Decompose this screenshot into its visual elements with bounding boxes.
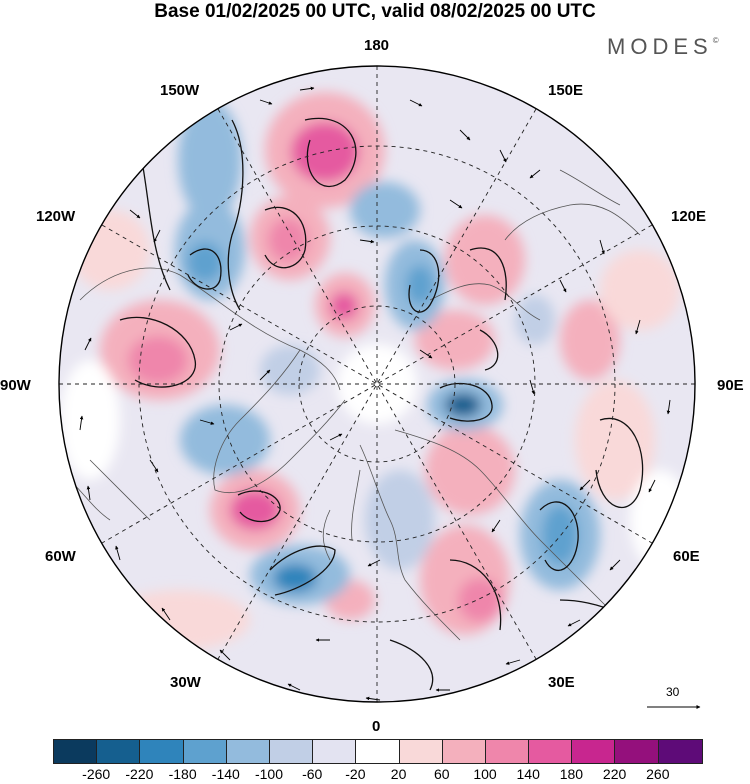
colorbar-swatch — [485, 740, 530, 763]
colorbar-swatch — [140, 740, 184, 763]
colorbar — [53, 739, 703, 764]
lon-label-150w: 150W — [160, 82, 200, 99]
colorbar-swatch — [97, 740, 141, 763]
modes-logo: MODES© — [607, 34, 719, 60]
anomaly-field — [59, 66, 695, 702]
colorbar-tick-label: -260 — [82, 766, 111, 782]
colorbar-tick-label: -220 — [125, 766, 154, 782]
colorbar-tick-label: 140 — [516, 766, 540, 782]
colorbar-swatch — [442, 740, 486, 763]
graticule — [59, 66, 695, 702]
lon-label-60e: 60E — [673, 548, 700, 565]
colorbar-swatch — [313, 740, 357, 763]
lon-label-120e: 120E — [671, 208, 707, 225]
colorbar-ticks: -260 -220 -180 -140 -100 -60 -20 20 60 100 140 180 2… — [53, 766, 703, 784]
lon-label-180: 180 — [364, 37, 390, 54]
colorbar-tick-label: -60 — [302, 766, 323, 782]
copyright-mark: © — [712, 36, 719, 45]
lon-label-30w: 30W — [170, 674, 201, 691]
lon-label-90e: 90E — [717, 377, 744, 394]
colorbar-tick-label: -180 — [168, 766, 197, 782]
map-border — [58, 65, 696, 703]
map-title: Base 01/02/2025 00 UTC, valid 08/02/2025… — [154, 1, 596, 22]
lon-label-150e: 150E — [548, 82, 584, 99]
colorbar-tick-label: 60 — [434, 766, 450, 782]
reference-vector-value: 30 — [666, 685, 680, 699]
colorbar-tick-label: -100 — [254, 766, 284, 782]
lon-label-90w: 90W — [0, 377, 31, 394]
brand-name: MODES — [607, 34, 713, 59]
colorbar-tick-label: 260 — [646, 766, 670, 782]
colorbar-swatch — [399, 740, 443, 763]
colorbar-swatch — [615, 740, 659, 763]
colorbar-swatch — [356, 740, 400, 763]
colorbar-swatch — [226, 740, 270, 763]
lon-label-60w: 60W — [45, 548, 76, 565]
colorbar-swatch — [572, 740, 616, 763]
colorbar-tick-label: 100 — [473, 766, 497, 782]
colorbar-swatch — [269, 740, 314, 763]
colorbar-tick-label: 180 — [559, 766, 584, 782]
wind-vectors — [79, 86, 671, 701]
colorbar-swatch — [658, 740, 702, 763]
colorbar-tick-label: 220 — [602, 766, 627, 782]
lon-label-30e: 30E — [548, 674, 575, 691]
lon-label-0: 0 — [372, 718, 381, 735]
coastlines — [69, 139, 641, 641]
colorbar-tick-label: -20 — [345, 766, 366, 782]
lon-label-120w: 120W — [36, 208, 76, 225]
colorbar-tick-label: 20 — [390, 766, 407, 782]
colorbar-swatch — [183, 740, 227, 763]
colorbar-swatch — [54, 740, 98, 763]
colorbar-swatch — [529, 740, 573, 763]
colorbar-tick-label: -140 — [211, 766, 240, 782]
